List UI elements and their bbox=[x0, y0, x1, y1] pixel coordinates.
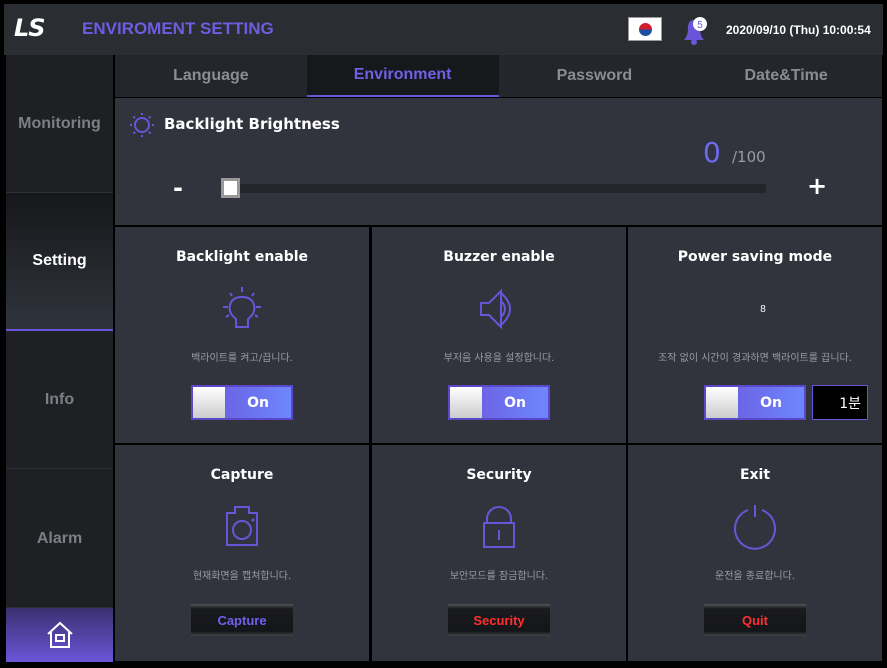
korea-flag-icon[interactable] bbox=[628, 17, 662, 41]
security-card: Security 보안모드를 잠금합니다. Security bbox=[372, 445, 626, 661]
tab-language[interactable]: Language bbox=[173, 67, 249, 84]
tab-password[interactable]: Password bbox=[556, 67, 633, 84]
quit-button[interactable]: Quit bbox=[704, 604, 806, 636]
tab-environment[interactable]: Environment bbox=[306, 55, 499, 97]
toggle-label: On bbox=[247, 394, 269, 411]
brightness-max: /100 bbox=[732, 148, 766, 166]
sidebar-item-monitoring[interactable]: Monitoring bbox=[6, 55, 113, 193]
brightness-slider-handle[interactable] bbox=[221, 178, 240, 198]
camera-icon bbox=[226, 506, 258, 546]
moon-label: 8 bbox=[760, 304, 766, 315]
card-title: Security bbox=[466, 467, 532, 483]
notification-bell-icon[interactable]: 5 bbox=[680, 16, 708, 46]
card-description: 부저음 사용을 설정합니다. bbox=[443, 353, 555, 364]
speaker-icon bbox=[480, 288, 511, 330]
toggle-label: On bbox=[760, 394, 782, 411]
brightness-panel: Backlight Brightness 0 /100 - + bbox=[115, 98, 882, 225]
card-description: 보안모드를 잠금합니다. bbox=[449, 571, 549, 582]
light-bulb-icon bbox=[223, 287, 261, 328]
card-description: 운전을 종료합니다. bbox=[715, 571, 795, 582]
sidebar: Monitoring Setting Info Alarm bbox=[6, 55, 113, 662]
sidebar-item-alarm[interactable]: Alarm bbox=[6, 470, 113, 608]
brightness-title: Backlight Brightness bbox=[164, 115, 340, 133]
tab-bar: Language Environment Password Date&Time bbox=[115, 55, 882, 97]
power-saving-card: Power saving mode 8 조작 없이 시간이 경과하면 백라이트를… bbox=[628, 227, 882, 443]
moon-icon: 8 bbox=[739, 287, 766, 331]
card-description: 백라이트를 켜고/끕니다. bbox=[191, 353, 293, 364]
sidebar-item-setting[interactable]: Setting bbox=[6, 193, 113, 331]
card-title: Exit bbox=[739, 467, 771, 483]
notification-count: 5 bbox=[697, 20, 703, 31]
brightness-increase-button[interactable]: + bbox=[807, 172, 828, 200]
home-icon bbox=[46, 621, 73, 648]
buzzer-toggle[interactable]: On bbox=[448, 385, 550, 420]
backlight-enable-card: Backlight enable 백라이트를 켜고/끕니다. On bbox=[115, 227, 369, 443]
exit-card: Exit 운전을 종료합니다. Quit bbox=[628, 445, 882, 661]
lock-icon bbox=[483, 506, 515, 548]
capture-button[interactable]: Capture bbox=[191, 604, 293, 636]
power-saving-toggle[interactable]: On bbox=[704, 385, 806, 420]
sidebar-item-info[interactable]: Info bbox=[6, 331, 113, 469]
brightness-slider-track[interactable] bbox=[221, 184, 766, 193]
tab-datetime[interactable]: Date&Time bbox=[744, 67, 828, 84]
brightness-decrease-button[interactable]: - bbox=[173, 174, 183, 202]
security-button[interactable]: Security bbox=[448, 604, 550, 636]
header: LS ENVIROMENT SETTING 5 2020/09/10 (Thu)… bbox=[4, 4, 883, 55]
capture-card: Capture 현재화면을 캡쳐합니다. Capture bbox=[115, 445, 369, 661]
card-title: Buzzer enable bbox=[443, 249, 555, 265]
brightness-icon bbox=[130, 113, 154, 137]
datetime: 2020/09/10 (Thu) 10:00:54 bbox=[726, 23, 871, 37]
ls-logo: LS bbox=[14, 14, 46, 42]
card-title: Power saving mode bbox=[677, 249, 833, 265]
power-icon bbox=[734, 505, 776, 550]
buzzer-enable-card: Buzzer enable 부저음 사용을 설정합니다. On bbox=[372, 227, 626, 443]
home-button[interactable] bbox=[6, 608, 113, 662]
card-description: 조작 없이 시간이 경과하면 백라이트를 끕니다. bbox=[658, 353, 852, 364]
brightness-value: 0 bbox=[703, 136, 721, 169]
page-title: ENVIROMENT SETTING bbox=[82, 19, 274, 38]
card-title: Capture bbox=[210, 467, 274, 483]
toggle-label: On bbox=[504, 394, 526, 411]
backlight-toggle[interactable]: On bbox=[191, 385, 293, 420]
card-title: Backlight enable bbox=[175, 249, 309, 265]
timeout-input[interactable]: 1분 bbox=[812, 385, 868, 420]
card-description: 현재화면을 캡쳐합니다. bbox=[192, 571, 292, 582]
